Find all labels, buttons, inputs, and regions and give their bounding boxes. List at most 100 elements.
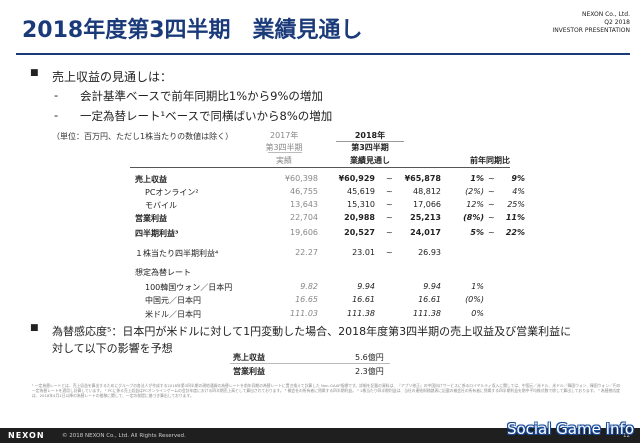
title-rule bbox=[16, 53, 630, 55]
pct-low: 1% bbox=[470, 174, 484, 183]
header-rule-bottom bbox=[130, 167, 510, 168]
value-high: 9.94 bbox=[423, 282, 441, 291]
fx-title: 想定為替レート bbox=[135, 268, 191, 277]
table-row-eps: １株当たり四半期利益⁴ 22.27 23.01 ~ 26.93 bbox=[0, 248, 640, 260]
table-row-mobile: モバイル 13,643 15,310 ~ 17,066 12% ~ 25% bbox=[0, 200, 640, 212]
row-label: 100韓国ウォン／日本円 bbox=[145, 283, 233, 292]
sensitivity-op-value: 2.3億円 bbox=[355, 367, 384, 376]
footer-bar bbox=[0, 428, 640, 443]
value-prev: 22,704 bbox=[290, 213, 318, 222]
slide-title: 2018年度第3四半期 業績見通し bbox=[22, 18, 363, 43]
sub-bullet-ifrs-text: 会計基準ベースで前年同期比1%から9%の増加 bbox=[80, 89, 323, 103]
corporate-info: NEXON Co., Ltd. Q2 2018 INVESTOR PRESENT… bbox=[552, 11, 630, 35]
bullet-sensitivity: ■ 為替感応度⁵：日本円が米ドルに対して1円変動した場合、2018年度第3四半期… bbox=[30, 323, 572, 339]
row-label: 営業利益 bbox=[135, 214, 167, 223]
table-row-revenue: 売上収益 ¥60,398 ¥60,929 ~ ¥65,878 1% ~ 9% bbox=[0, 174, 640, 186]
company-name: NEXON Co., Ltd. bbox=[581, 11, 630, 18]
sub-bullet-constant-fx-text: 一定為替レート¹ベースで同横ばいから8%の増加 bbox=[80, 109, 333, 123]
sensitivity-op-label: 営業利益 bbox=[233, 367, 265, 376]
range-tilde: ~ bbox=[386, 187, 393, 196]
pct-low: (8%) bbox=[463, 213, 484, 222]
value-low: ¥60,929 bbox=[338, 174, 375, 183]
value-low: 9.94 bbox=[357, 282, 375, 291]
bullet-sensitivity-text: 為替感応度⁵：日本円が米ドルに対して1円変動した場合、2018年度第3四半期の売… bbox=[52, 325, 572, 338]
value-high: 25,213 bbox=[410, 213, 441, 222]
pct-high: 25% bbox=[507, 200, 525, 209]
pct-change: (0%) bbox=[465, 295, 484, 304]
row-label: 米ドル／日本円 bbox=[145, 310, 201, 319]
sensitivity-revenue-label: 売上収益 bbox=[233, 353, 265, 362]
bullet-marker: ■ bbox=[30, 68, 39, 78]
pct-low: 12% bbox=[466, 200, 484, 209]
pct-tilde: ~ bbox=[488, 228, 495, 237]
row-label: 売上収益 bbox=[135, 175, 167, 184]
bullet-marker: ■ bbox=[30, 323, 39, 333]
bullet-outlook: ■ 売上収益の見通しは： bbox=[30, 68, 172, 85]
quarter-label: Q2 2018 bbox=[604, 19, 630, 26]
header-yoy: 前年同期比 bbox=[470, 156, 510, 165]
pct-tilde: ~ bbox=[488, 174, 495, 183]
pct-tilde: ~ bbox=[488, 213, 495, 222]
value-prev: 46,755 bbox=[290, 187, 318, 196]
value-high: 24,017 bbox=[410, 228, 441, 237]
value-prev: 111.03 bbox=[290, 309, 318, 318]
unit-note: （単位：百万円、ただし1株当たりの数値は除く） bbox=[52, 132, 234, 141]
row-label: モバイル bbox=[145, 201, 177, 210]
header-cur-type: 業績見通し bbox=[350, 156, 390, 165]
pct-high: 9% bbox=[511, 174, 525, 183]
row-label: １株当たり四半期利益⁴ bbox=[135, 249, 219, 258]
row-label: 四半期利益³ bbox=[135, 229, 179, 238]
dash: - bbox=[54, 108, 59, 122]
table-row-fx-usd: 米ドル／日本円 111.03 111.38 111.38 0% bbox=[0, 309, 640, 321]
pct-low: 5% bbox=[470, 228, 484, 237]
doc-label: INVESTOR PRESENTATION bbox=[552, 27, 630, 34]
value-prev: 13,643 bbox=[290, 200, 318, 209]
header-prev-year: 2017年 bbox=[270, 131, 299, 140]
sub-bullet-constant-fx: - 一定為替レート¹ベースで同横ばいから8%の増加 bbox=[54, 108, 333, 124]
table-row-pc-online: PCオンライン² 46,755 45,619 ~ 48,812 (2%) ~ 4… bbox=[0, 187, 640, 199]
dash: - bbox=[54, 88, 59, 102]
header-rule-cur bbox=[336, 141, 404, 142]
watermark: Social Game Info bbox=[506, 420, 634, 438]
range-tilde: ~ bbox=[386, 228, 393, 237]
table-row-fx-krw: 100韓国ウォン／日本円 9.82 9.94 9.94 1% bbox=[0, 282, 640, 294]
pct-change: 0% bbox=[471, 309, 484, 318]
value-low: 111.38 bbox=[347, 309, 375, 318]
value-prev: 9.82 bbox=[300, 282, 318, 291]
value-low: 23.01 bbox=[352, 248, 375, 257]
sensitivity-rule bbox=[230, 363, 390, 364]
header-prev-type: 実績 bbox=[276, 156, 292, 165]
table-row-net-income: 四半期利益³ 19,606 20,527 ~ 24,017 5% ~ 22% bbox=[0, 228, 640, 240]
pct-low: (2%) bbox=[465, 187, 484, 196]
sub-bullet-ifrs: - 会計基準ベースで前年同期比1%から9%の増加 bbox=[54, 88, 323, 104]
value-high: 48,812 bbox=[413, 187, 441, 196]
header-rule-prev bbox=[268, 152, 302, 153]
value-high: 17,066 bbox=[413, 200, 441, 209]
table-row-fx-cny: 中国元／日本円 16.65 16.61 16.61 (0%) bbox=[0, 295, 640, 307]
range-tilde: ~ bbox=[386, 213, 393, 222]
header-cur-quarter: 第3四半期 bbox=[351, 143, 389, 152]
table-row-operating-income: 営業利益 22,704 20,988 ~ 25,213 (8%) ~ 11% bbox=[0, 213, 640, 225]
value-prev: ¥60,398 bbox=[284, 174, 318, 183]
bullet-sensitivity-cont: 対して以下の影響を予想 bbox=[52, 342, 173, 355]
pct-tilde: ~ bbox=[488, 187, 495, 196]
copyright: © 2018 NEXON Co., Ltd. All Rights Reserv… bbox=[62, 433, 186, 439]
value-high: ¥65,878 bbox=[404, 174, 441, 183]
row-label: PCオンライン² bbox=[145, 188, 199, 197]
pct-tilde: ~ bbox=[488, 200, 495, 209]
value-high: 16.61 bbox=[418, 295, 441, 304]
value-high: 26.93 bbox=[418, 248, 441, 257]
pct-high: 22% bbox=[505, 228, 525, 237]
range-tilde: ~ bbox=[386, 200, 393, 209]
range-tilde: ~ bbox=[386, 248, 393, 257]
footnotes: ¹ 一定為替レートとは、売上収益を算出するためにグループの各法人が作成する201… bbox=[32, 383, 621, 399]
sensitivity-revenue-value: 5.6億円 bbox=[355, 353, 384, 362]
value-low: 15,310 bbox=[347, 200, 375, 209]
value-low: 16.61 bbox=[352, 295, 375, 304]
row-label: 中国元／日本円 bbox=[145, 296, 201, 305]
value-prev: 16.65 bbox=[295, 295, 318, 304]
pct-high: 11% bbox=[505, 213, 525, 222]
header-prev-quarter: 第3四半期 bbox=[265, 143, 303, 152]
page-number: 12 bbox=[623, 433, 630, 439]
value-prev: 19,606 bbox=[290, 228, 318, 237]
